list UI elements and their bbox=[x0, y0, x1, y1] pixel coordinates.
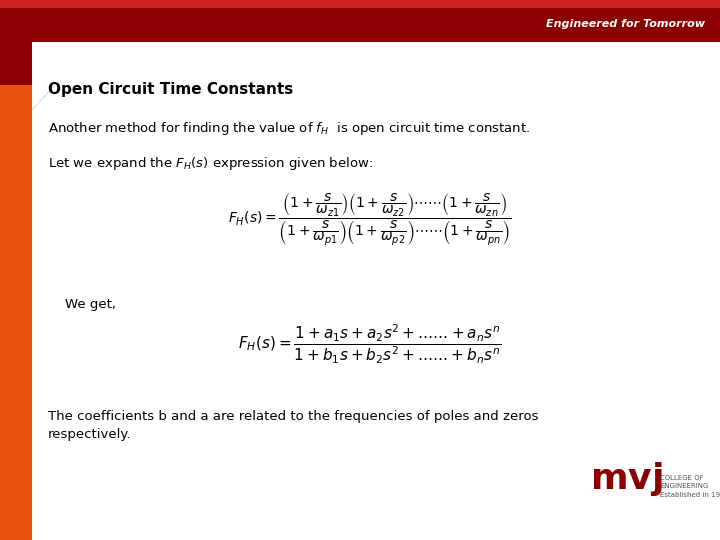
Text: respectively.: respectively. bbox=[48, 428, 132, 441]
Text: Open Circuit Time Constants: Open Circuit Time Constants bbox=[48, 82, 293, 97]
Bar bbox=[0, 0, 720, 8]
Bar bbox=[0, 42, 32, 540]
Text: The coefficients b and a are related to the frequencies of poles and zeros: The coefficients b and a are related to … bbox=[48, 410, 539, 423]
Text: COLLEGE OF
ENGINEERING
Established in 1981: COLLEGE OF ENGINEERING Established in 19… bbox=[660, 475, 720, 498]
Text: $\mathbf{mvj}$: $\mathbf{mvj}$ bbox=[590, 460, 662, 498]
Text: We get,: We get, bbox=[65, 298, 116, 311]
Text: Let we expand the $F_H(s)$ expression given below:: Let we expand the $F_H(s)$ expression gi… bbox=[48, 155, 373, 172]
Text: Another method for finding the value of $f_H$  is open circuit time constant.: Another method for finding the value of … bbox=[48, 120, 530, 137]
Polygon shape bbox=[32, 42, 100, 110]
Text: Engineered for Tomorrow: Engineered for Tomorrow bbox=[546, 19, 705, 29]
Bar bbox=[0, 0, 720, 42]
Text: $F_H(s) = \dfrac{1 + a_1 s + a_2 s^2 + \ldots\ldots + a_n s^n}{1 + b_1 s + b_2 s: $F_H(s) = \dfrac{1 + a_1 s + a_2 s^2 + \… bbox=[238, 322, 502, 366]
Text: $F_H(s) = \dfrac{\left(1+\dfrac{s}{\omega_{z1}}\right)\left(1+\dfrac{s}{\omega_{: $F_H(s) = \dfrac{\left(1+\dfrac{s}{\omeg… bbox=[228, 192, 512, 248]
Polygon shape bbox=[0, 42, 100, 110]
